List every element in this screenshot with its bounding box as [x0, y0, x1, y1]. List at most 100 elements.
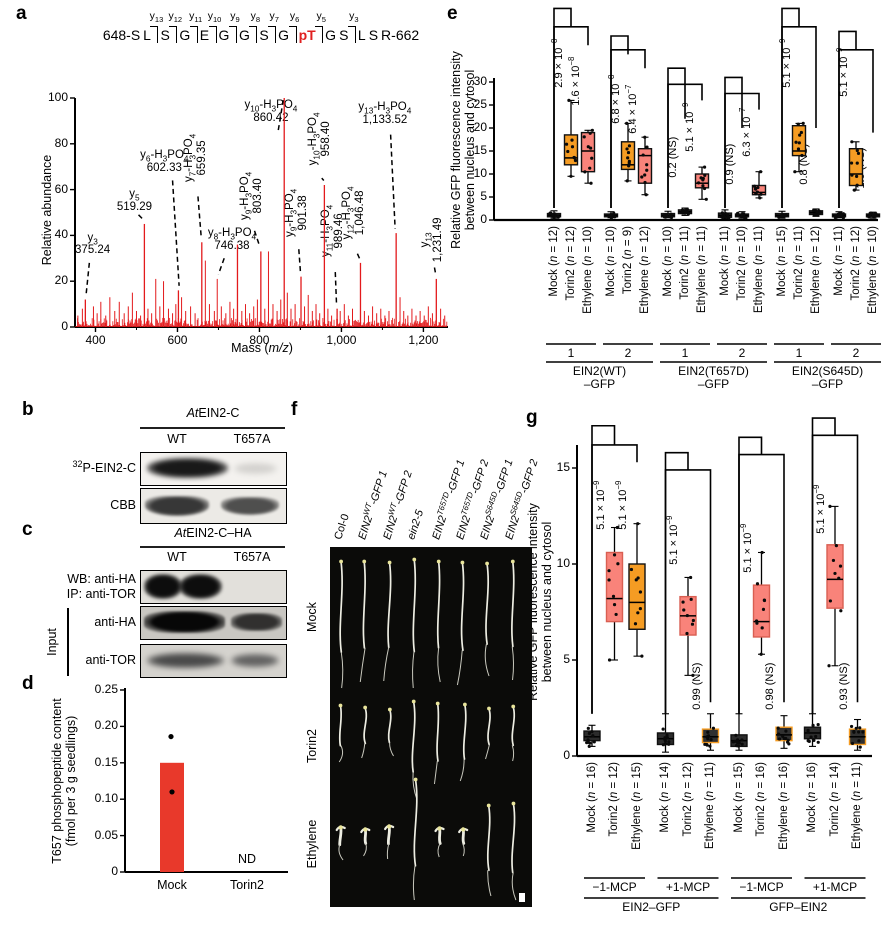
- e-x-tick-label: Ethylene (n = 11): [752, 226, 765, 314]
- e-y-tick-label: 15: [473, 143, 487, 157]
- g-p-value-label: 0.93 (NS): [837, 662, 850, 710]
- e-x-tick-label: Ethylene (n = 10): [581, 226, 594, 314]
- e-group2-label: EIN2(T657D) –GFP: [678, 364, 749, 392]
- e-y-tick-label: 0: [480, 212, 487, 226]
- a-peak-label: y8-H3PO4 746.38: [207, 226, 257, 252]
- g-x-tick-label: Ethylene (n = 15): [630, 762, 643, 850]
- c-row-label: IP: anti-TOR: [66, 587, 136, 601]
- y-ion-marker: y7: [269, 10, 279, 25]
- b-lane-header: WT: [167, 432, 187, 446]
- a-peak-label: y7-H3PO4 659.35: [183, 133, 208, 182]
- e-x-tick-label: Mock (n = 12): [547, 226, 560, 297]
- g-x-tick-label: Torin2 (n = 14): [828, 762, 841, 837]
- d-y-tick-label: 0: [111, 864, 118, 878]
- e-p-value-label: 5.1 × 10−9: [778, 38, 793, 88]
- g-x-tick-label: Torin2 (n = 16): [755, 762, 767, 837]
- e-x-tick-label: Mock (n = 11): [718, 226, 731, 296]
- e-group1-label: 1: [681, 346, 689, 360]
- e-x-tick-label: Torin2 (n = 11): [678, 226, 691, 300]
- protein-band: [146, 458, 228, 478]
- a-x-tick-label: 1,200: [408, 333, 439, 347]
- a-x-tick-label: 800: [249, 333, 270, 347]
- e-x-tick-label: Torin2 (n = 10): [735, 226, 748, 301]
- e-x-tick-label: Mock (n = 15): [775, 226, 788, 297]
- a-x-tick-label: 600: [167, 333, 188, 347]
- e-x-tick-label: Ethylene (n = 12): [809, 226, 822, 314]
- e-x-tick-label: Torin2 (n = 11): [792, 226, 805, 300]
- a-x-tick-label: 1,000: [326, 333, 357, 347]
- b-gel-title: AtEIN2-C: [186, 406, 240, 420]
- panel-e-label: e: [447, 3, 458, 24]
- e-group1-label: 2: [738, 346, 746, 360]
- panel-g-label: g: [526, 407, 538, 428]
- a-y-tick-label: 60: [54, 181, 68, 196]
- c-lane-header: T657A: [233, 550, 271, 564]
- a-peak-label: y13-H3PO4 1,133.52: [358, 101, 412, 126]
- e-y-axis-title: Relative GFP fluorescence intensity betwe…: [449, 51, 477, 249]
- g-x-tick-label: Mock (n = 14): [659, 762, 671, 833]
- d-y-tick-label: 0.15: [94, 754, 118, 769]
- g-p-value-label: 0.98 (NS): [763, 662, 776, 710]
- e-p-value-label: 6.3 × 10−7: [738, 107, 753, 157]
- b-lane-header: T657A: [233, 432, 271, 446]
- protein-band: [230, 653, 279, 668]
- protein-band: [143, 574, 182, 599]
- protein-band: [230, 613, 282, 632]
- b-autorad-blot: [140, 452, 287, 486]
- g-y-tick-label: 0: [563, 748, 570, 762]
- d-y-axis-title: T657 phosphopeptide content (fmol per 3 g…: [50, 698, 78, 864]
- g-x-tick-label: Torin2 (n = 12): [681, 762, 694, 837]
- e-y-tick-label: 20: [473, 120, 487, 134]
- e-x-tick-label: Torin2 (n = 12): [849, 226, 862, 301]
- a-peak-label: y6-H3PO4 602.33: [140, 149, 189, 174]
- e-p-value-label: 1.0 (NS): [854, 148, 867, 190]
- y-ion-marker: y3: [349, 10, 359, 25]
- g-x-tick-label: Mock (n = 15): [732, 762, 745, 833]
- panel-c-label: c: [22, 519, 33, 540]
- a-peak-label: y13 1,231.49: [419, 217, 444, 263]
- protein-band: [143, 611, 226, 634]
- g-y-tick-label: 10: [556, 556, 570, 570]
- e-x-tick-label: Mock (n = 10): [661, 226, 674, 297]
- panel-b-label: b: [22, 399, 34, 420]
- c-gel-title: AtEIN2-C–HA: [174, 526, 252, 540]
- protein-band: [145, 495, 210, 516]
- g-y-tick-label: 15: [556, 460, 570, 474]
- e-p-value-label: 5.1 × 10−9: [681, 102, 696, 152]
- e-x-tick-label: Ethylene (n = 10): [866, 226, 879, 314]
- a-y-axis-title: Relative abundance: [40, 154, 54, 266]
- b-row-label: 32P-EIN2-C: [72, 458, 137, 475]
- d-x-category-label: Torin2: [229, 878, 265, 892]
- e-group1-label: 2: [624, 346, 632, 360]
- d-y-tick-label: 0.05: [94, 827, 118, 842]
- b-row-label: CBB: [110, 498, 136, 512]
- panel-a-label: a: [16, 3, 27, 24]
- e-y-tick-label: 25: [473, 97, 487, 111]
- e-p-value-label: 5.1 × 10−9: [835, 47, 850, 97]
- g-p-value-label: 5.1 × 10−9: [665, 515, 680, 565]
- f-row-label: Mock: [305, 602, 319, 632]
- e-p-value-label: 6.4 × 10−7: [624, 84, 639, 134]
- g-y-tick-label: 5: [563, 652, 570, 666]
- a-y-tick-label: 80: [54, 135, 68, 150]
- d-y-tick-label: 0.10: [94, 791, 118, 806]
- e-group1-label: 1: [567, 346, 575, 360]
- e-group2-label: EIN2(S645D) –GFP: [791, 364, 864, 392]
- panel-d-label: d: [22, 673, 34, 694]
- a-y-tick-label: 0: [61, 319, 68, 333]
- e-p-value-label: 0.2 (NS): [666, 136, 679, 178]
- e-x-tick-label: Torin2 (n = 9): [621, 226, 634, 295]
- d-x-category-label: Mock: [157, 878, 187, 892]
- e-p-value-label: 6.8 × 10−8: [607, 75, 622, 125]
- f-row-label: Torin2: [305, 728, 319, 764]
- g-group1-label: +1-MCP: [812, 880, 858, 894]
- g-group2-label: GFP–EIN2: [769, 900, 828, 914]
- e-group2-label: EIN2(WT) –GFP: [572, 364, 627, 392]
